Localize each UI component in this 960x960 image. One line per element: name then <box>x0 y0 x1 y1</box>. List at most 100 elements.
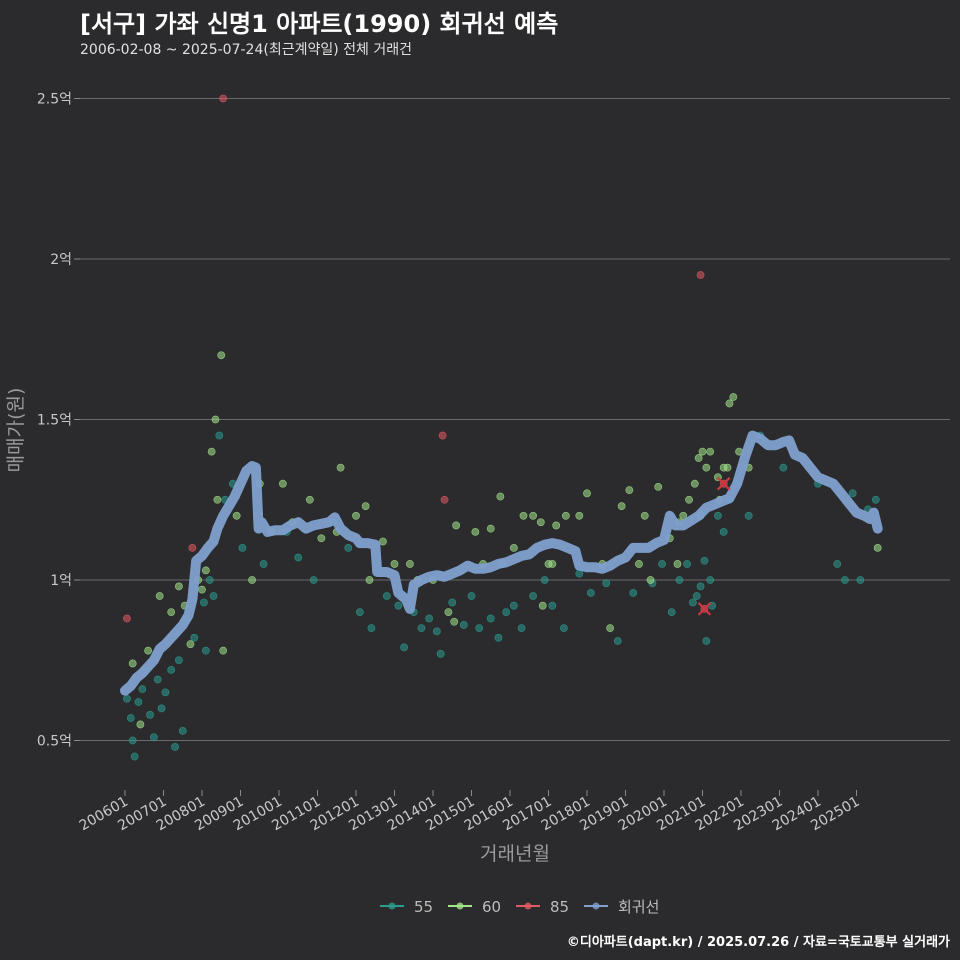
data-point-55 <box>209 592 218 600</box>
data-point-55 <box>309 576 318 584</box>
data-point-60 <box>552 521 561 530</box>
data-point-60 <box>201 566 210 575</box>
data-point-55 <box>719 527 728 536</box>
legend-label: 60 <box>482 898 501 916</box>
data-point-60 <box>174 582 183 591</box>
y-axis-ticks: 0.5억 1억 1.5억 2억 2.5억 <box>37 92 80 750</box>
data-point-60 <box>548 560 557 568</box>
data-point-85 <box>696 271 705 279</box>
data-point-60 <box>136 720 145 729</box>
legend-label: 85 <box>550 898 569 916</box>
data-point-55 <box>382 592 391 600</box>
data-point-60 <box>217 351 226 360</box>
x-axis-title: 거래년월 <box>480 843 550 865</box>
data-point-55 <box>675 576 684 584</box>
data-point-55 <box>205 576 214 584</box>
data-point-60 <box>167 608 176 616</box>
data-point-55 <box>355 608 364 616</box>
data-point-60 <box>232 511 241 520</box>
data-point-60 <box>211 415 220 424</box>
data-point-55 <box>702 637 711 645</box>
data-point-55 <box>134 698 143 706</box>
data-point-60 <box>640 511 649 520</box>
data-point-60 <box>336 463 345 472</box>
data-point-60 <box>723 463 732 472</box>
highlight-x-marker <box>697 602 712 616</box>
data-point-55 <box>259 560 268 568</box>
data-point-55 <box>779 463 788 472</box>
data-point-60 <box>450 617 459 626</box>
data-point-55 <box>126 714 135 722</box>
credit-line: ©디아파트(dapt.kr) / 2025.07.26 / 자료=국토교통부 실… <box>566 935 950 950</box>
data-point-55 <box>190 633 199 642</box>
gridlines <box>80 98 950 741</box>
data-point-55 <box>400 643 409 652</box>
data-point-55 <box>238 544 247 552</box>
data-point-55 <box>688 598 697 607</box>
data-point-55 <box>871 495 880 504</box>
data-point-60 <box>305 495 314 504</box>
data-point-85 <box>188 544 197 552</box>
data-point-55 <box>174 656 183 665</box>
data-point-60 <box>606 624 614 633</box>
y-axis-title: 매매가(원) <box>5 388 27 473</box>
data-point-55 <box>157 704 166 713</box>
data-point-60 <box>278 479 287 488</box>
legend: 55 60 85 회귀선 <box>380 898 659 916</box>
data-point-60 <box>690 479 699 488</box>
data-point-55 <box>394 601 403 610</box>
data-point-85 <box>440 495 449 504</box>
data-point-55 <box>167 665 176 674</box>
data-point-55 <box>432 627 441 636</box>
data-point-60 <box>144 646 152 655</box>
data-point-55 <box>367 624 376 633</box>
data-point-60 <box>365 576 374 584</box>
data-point-55 <box>692 592 701 600</box>
data-point-55 <box>629 588 638 597</box>
data-point-55 <box>848 489 857 498</box>
data-point-60 <box>486 524 495 533</box>
data-point-60 <box>698 447 707 456</box>
data-point-55 <box>178 726 187 735</box>
data-point-55 <box>714 511 722 520</box>
data-point-60 <box>361 502 370 511</box>
data-point-55 <box>540 576 549 584</box>
legend-swatch-dot <box>388 902 396 910</box>
y-tick-label: 1억 <box>50 573 72 589</box>
legend-label: 55 <box>414 898 433 916</box>
data-point-60 <box>583 489 591 498</box>
data-point-55 <box>467 592 476 600</box>
data-point-60 <box>509 544 518 552</box>
data-point-55 <box>548 601 557 610</box>
data-point-85 <box>123 614 131 623</box>
data-point-55 <box>417 624 426 633</box>
data-point-55 <box>294 553 303 562</box>
data-point-60 <box>390 560 399 568</box>
data-point-55 <box>128 736 137 745</box>
data-point-55 <box>700 556 709 565</box>
data-point-60 <box>471 527 480 536</box>
data-point-60 <box>405 560 414 568</box>
data-point-55 <box>153 675 162 684</box>
data-point-55 <box>833 560 842 568</box>
legend-swatch-dot <box>456 902 464 910</box>
data-point-60 <box>706 447 715 456</box>
data-point-55 <box>344 544 353 552</box>
data-point-60 <box>679 511 688 520</box>
data-point-55 <box>171 743 179 751</box>
data-point-60 <box>186 640 195 649</box>
legend-swatch-dot <box>524 902 532 910</box>
data-point-60 <box>496 492 505 501</box>
data-point-55 <box>841 576 849 584</box>
data-point-60 <box>635 560 643 568</box>
data-point-55 <box>436 649 445 658</box>
data-point-55 <box>509 601 518 610</box>
data-point-55 <box>459 621 468 629</box>
data-point-60 <box>625 486 634 495</box>
data-point-60 <box>198 585 206 594</box>
data-point-60 <box>452 521 460 530</box>
data-point-60 <box>317 534 326 543</box>
data-point-60 <box>646 576 655 584</box>
data-point-55 <box>123 694 131 703</box>
highlight-x-marker <box>716 476 731 491</box>
